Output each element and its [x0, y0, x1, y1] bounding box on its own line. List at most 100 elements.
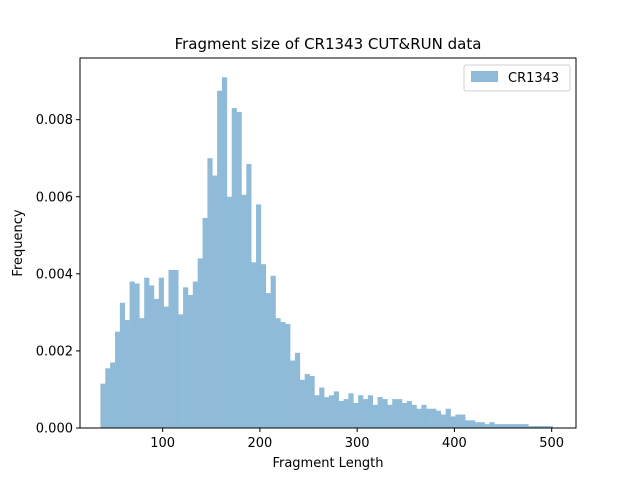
histogram-bar: [187, 295, 194, 428]
histogram-bar: [431, 408, 437, 428]
x-axis-ticks: 100 200 300 400 500: [150, 428, 564, 451]
histogram-bar: [445, 408, 451, 428]
histogram-bar: [202, 217, 208, 428]
y-tick-label: 0.006: [36, 190, 73, 205]
histogram-bar: [304, 374, 310, 428]
histogram-bar: [479, 422, 485, 428]
histogram-bar: [105, 368, 111, 428]
histogram-bar: [226, 196, 233, 428]
histogram-bar: [207, 158, 213, 429]
histogram-bar: [499, 424, 505, 428]
histogram-bar: [197, 258, 203, 428]
histogram-bar: [465, 420, 471, 428]
plot-frame: [79, 57, 577, 429]
histogram-bar: [285, 323, 291, 428]
histogram-bar: [217, 90, 223, 429]
histogram-bar: [474, 422, 481, 428]
histogram-bar: [290, 360, 296, 428]
histogram-bar: [115, 331, 121, 428]
histogram-bar: [110, 362, 116, 428]
x-tick-label: 300: [345, 436, 370, 451]
histogram-bar: [134, 283, 140, 428]
histogram-bar: [416, 408, 422, 428]
histogram-bar: [246, 163, 252, 429]
histogram-bar: [450, 416, 456, 428]
histogram-bar: [440, 414, 446, 428]
histogram-bar: [538, 426, 544, 428]
y-axis-label: Frequency: [11, 209, 26, 276]
histogram-bar: [504, 424, 510, 428]
histogram-bar: [333, 391, 339, 428]
x-tick-label: 400: [442, 436, 467, 451]
histogram-bar: [494, 424, 500, 428]
histogram-bar: [343, 399, 349, 428]
x-tick-label: 100: [150, 436, 175, 451]
histogram-bar: [265, 293, 271, 428]
histogram-bar: [401, 402, 408, 428]
histogram-bar: [508, 424, 515, 428]
histogram-bar: [469, 420, 476, 428]
histogram-bar: [163, 306, 169, 428]
histogram-bar: [397, 399, 403, 428]
histogram-bar: [221, 77, 228, 428]
histogram-bar: [270, 275, 276, 428]
histogram-bar: [547, 426, 553, 428]
histogram-bar: [324, 397, 330, 428]
histogram-bar: [158, 277, 164, 428]
histogram-bar: [119, 302, 126, 428]
histogram-bar: [319, 387, 325, 428]
y-tick-label: 0.002: [36, 344, 73, 359]
histogram-bar: [241, 194, 247, 428]
histogram-bar: [144, 277, 150, 428]
histogram-bar: [149, 285, 155, 428]
histogram-bar: [100, 383, 106, 428]
x-tick-label: 200: [248, 436, 273, 451]
y-tick-label: 0.004: [36, 267, 73, 282]
histogram-bar: [260, 264, 267, 428]
histogram-bar: [139, 318, 145, 428]
histogram-bar: [406, 401, 412, 428]
histogram-bar: [523, 424, 529, 428]
histogram-bar: [387, 404, 393, 428]
histogram-bar: [392, 399, 398, 428]
histogram-bar: [192, 281, 198, 428]
histogram-bar: [358, 395, 364, 428]
histogram-bar: [518, 424, 524, 428]
histogram-bar: [299, 379, 305, 428]
histogram-bar: [280, 322, 286, 428]
histogram-bar: [542, 426, 549, 428]
chart-title: Fragment size of CR1343 CUT&RUN data: [175, 35, 482, 53]
histogram-bar: [435, 410, 442, 428]
histogram-bar: [231, 108, 237, 429]
legend-label: CR1343: [508, 71, 559, 86]
legend: CR1343: [463, 64, 571, 92]
histogram-bar: [484, 424, 490, 428]
histogram-bar: [251, 262, 257, 428]
histogram-bar: [338, 401, 344, 428]
histogram-bar: [124, 320, 130, 428]
legend-swatch: [471, 71, 498, 82]
y-axis-ticks: 0.000 0.002 0.004 0.006 0.008: [36, 113, 80, 437]
histogram-bar: [528, 426, 534, 428]
histogram-bar: [533, 426, 539, 428]
histogram-bar: [236, 111, 242, 428]
histogram-bar: [353, 402, 359, 428]
histogram-bar: [173, 269, 179, 428]
histogram-bar: [256, 204, 262, 428]
histogram-bar: [275, 318, 281, 428]
bars-group: [100, 77, 553, 429]
x-axis-label: Fragment Length: [272, 456, 383, 471]
histogram-bar: [372, 404, 378, 428]
histogram-bar: [328, 395, 335, 428]
histogram-bar: [363, 399, 369, 428]
histogram-bar: [421, 404, 427, 428]
histogram-bar: [153, 298, 160, 428]
histogram-bar: [411, 404, 417, 428]
histogram-bar: [309, 375, 315, 428]
histogram-bar: [129, 281, 135, 428]
histogram-bar: [377, 397, 383, 428]
histogram-bar: [178, 314, 184, 428]
histogram-bar: [212, 175, 218, 428]
histogram-bar: [460, 414, 466, 428]
